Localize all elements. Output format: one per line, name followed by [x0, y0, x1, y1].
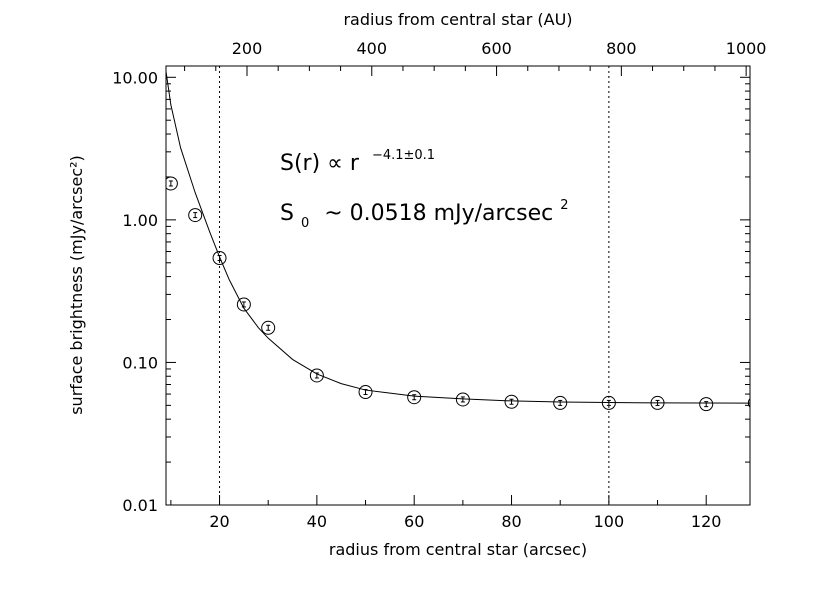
x2-tick-label: 400: [356, 39, 387, 58]
data-point: [261, 320, 276, 335]
data-point-marker: [188, 208, 203, 223]
data-point: [650, 395, 665, 410]
reference-lines: [219, 66, 610, 505]
data-point: [553, 395, 568, 410]
x-tick-label: 60: [404, 512, 424, 531]
data-point: [407, 390, 422, 405]
data-point: [455, 392, 470, 407]
data-point: [166, 176, 178, 191]
data-point: [358, 385, 373, 400]
fit-curve: [166, 71, 750, 404]
fit-line: [166, 71, 750, 404]
x-tick-label: 80: [501, 512, 521, 531]
data-point-marker: [650, 395, 665, 410]
data-point-marker: [407, 390, 422, 405]
normalization-symbol: S: [280, 201, 294, 226]
x-tick-label: 100: [594, 512, 625, 531]
data-point-marker: [212, 251, 227, 266]
data-point-marker: [504, 394, 519, 409]
x2-tick-label: 600: [481, 39, 512, 58]
data-point: [699, 397, 714, 412]
data-point: [601, 395, 616, 410]
x2-axis-title: radius from central star (AU): [343, 10, 572, 29]
data-point: [504, 394, 519, 409]
data-point-marker: [455, 392, 470, 407]
x2-tick-label: 1000: [726, 39, 767, 58]
data-point-marker: [236, 297, 251, 312]
power-law-annotation: S(r) ∝ r −4.1±0.1: [280, 148, 435, 176]
normalization-unit-exponent: 2: [560, 198, 568, 213]
data-point-marker: [358, 385, 373, 400]
x-tick-label: 20: [209, 512, 229, 531]
x-axis-title: radius from central star (arcsec): [329, 540, 587, 559]
normalization-annotation: S 0 ~ 0.0518 mJy/arcsec 2: [280, 198, 569, 233]
data-point-marker: [261, 320, 276, 335]
data-point: [236, 297, 251, 312]
data-points: [166, 176, 750, 412]
power-law-exponent: −4.1±0.1: [372, 148, 435, 163]
data-point-marker: [553, 395, 568, 410]
data-point-marker: [699, 397, 714, 412]
normalization-subscript: 0: [301, 216, 309, 231]
y-tick-label: 10.00: [112, 68, 158, 87]
data-point-marker: [166, 176, 178, 191]
x2-tick-label: 200: [232, 39, 263, 58]
plot-border: [165, 65, 751, 506]
y-tick-label: 0.10: [122, 353, 158, 372]
y-tick-label: 0.01: [122, 496, 158, 515]
power-law-text: S(r) ∝ r: [280, 151, 360, 176]
y-tick-label: 1.00: [122, 211, 158, 230]
data-point-marker: [309, 368, 324, 383]
data-point-marker: [747, 397, 750, 408]
data-point-marker: [601, 395, 616, 410]
data-point: [188, 208, 203, 223]
y-axis-title: surface brightness (mJy/arcsec²): [67, 155, 86, 415]
data-point: [212, 251, 227, 266]
axis-ticks: [166, 66, 750, 506]
normalization-value: ~ 0.0518 mJy/arcsec: [324, 201, 553, 226]
x2-tick-label: 800: [606, 39, 637, 58]
plot-frame: [165, 65, 751, 506]
x-tick-label: 120: [691, 512, 722, 531]
x-tick-label: 40: [307, 512, 327, 531]
data-point: [309, 368, 324, 383]
data-point: [747, 397, 750, 408]
